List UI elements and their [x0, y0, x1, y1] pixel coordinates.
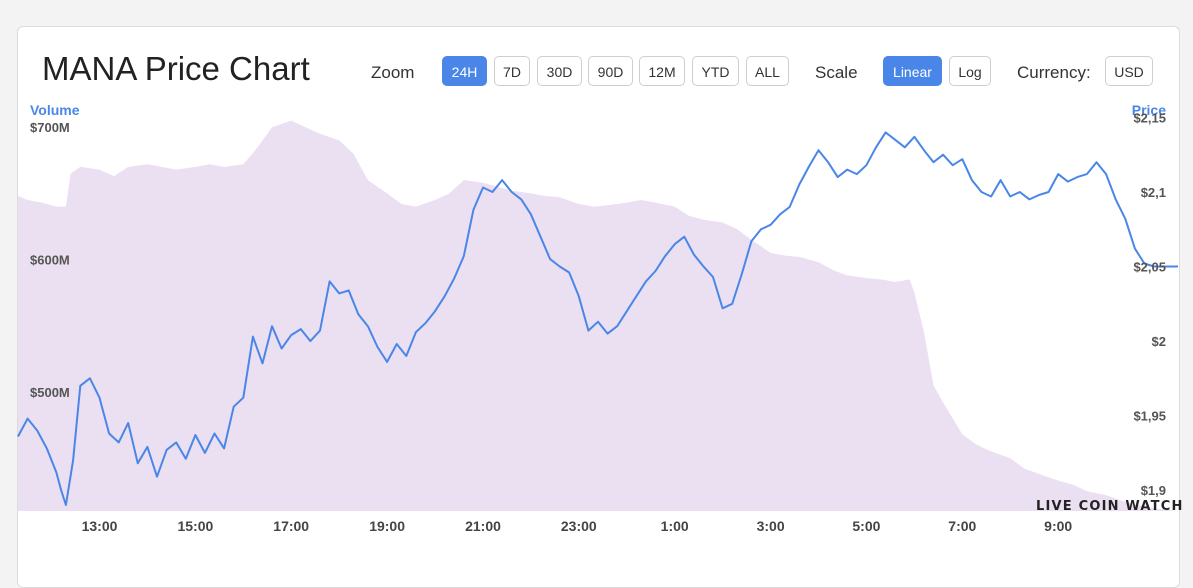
x-tick-label: 13:00: [82, 518, 118, 534]
x-tick-label: 15:00: [177, 518, 213, 534]
volume-axis-title: Volume: [30, 102, 80, 118]
zoom-7d-button[interactable]: 7D: [494, 56, 530, 86]
x-tick-label: 19:00: [369, 518, 405, 534]
price-tick-label: $2,1: [1141, 185, 1166, 200]
zoom-12m-button[interactable]: 12M: [639, 56, 685, 86]
zoom-24h-button[interactable]: 24H: [442, 56, 487, 86]
price-tick-label: $1,95: [1133, 409, 1166, 424]
zoom-ytd-button[interactable]: YTD: [692, 56, 739, 86]
page-title: MANA Price Chart: [42, 50, 310, 87]
x-tick-label: 5:00: [852, 518, 880, 534]
price-tick-label: $2,05: [1133, 260, 1166, 275]
x-tick-label: 17:00: [273, 518, 309, 534]
price-tick-label: $2: [1152, 334, 1166, 349]
scale-log-button[interactable]: Log: [949, 56, 991, 86]
zoom-label: Zoom: [371, 63, 415, 82]
x-tick-label: 23:00: [561, 518, 597, 534]
x-tick-label: 9:00: [1044, 518, 1072, 534]
zoom-90d-button[interactable]: 90D: [588, 56, 633, 86]
volume-area: [18, 120, 1178, 511]
volume-tick-label: $500M: [30, 385, 70, 400]
price-tick-label: $2,15: [1133, 111, 1166, 126]
price-line: [17, 131, 1178, 506]
scale-linear-button[interactable]: Linear: [883, 56, 942, 86]
zoom-30d-button[interactable]: 30D: [537, 56, 582, 86]
price-axis-title: Price: [1132, 102, 1166, 118]
currency-label: Currency:: [1017, 63, 1091, 82]
livecoinwatch-logo: LIVE COIN WATCH: [1036, 499, 1184, 514]
x-tick-label: 1:00: [661, 518, 689, 534]
currency-select[interactable]: USD: [1105, 56, 1153, 86]
zoom-all-button[interactable]: ALL: [746, 56, 789, 86]
volume-tick-label: $600M: [30, 253, 70, 268]
price-volume-chart: Volume Price $700M $600M $500M $2,15 $2,1 $2,05…: [17, 102, 1178, 534]
scale-label: Scale: [815, 63, 858, 82]
x-tick-label: 7:00: [948, 518, 976, 534]
price-tick-label: $1,9: [1141, 483, 1166, 498]
x-tick-label: 3:00: [757, 518, 785, 534]
x-tick-label: 21:00: [465, 518, 501, 534]
volume-tick-label: $700M: [30, 120, 70, 135]
